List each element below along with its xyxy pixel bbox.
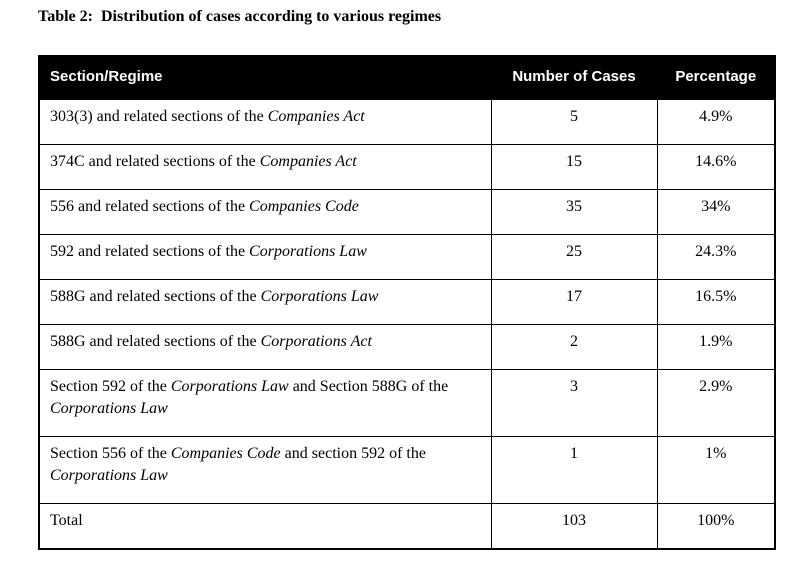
section-regime-cell: 303(3) and related sections of the Compa… [38,99,492,145]
number-of-cases-cell: 25 [490,234,658,280]
section-text: 556 and related sections of the [50,198,250,215]
section-regime-cell: Section 556 of the Companies Code and se… [38,436,492,504]
number-of-cases-cell: 103 [490,503,658,550]
number-of-cases-cell: 3 [490,369,658,437]
number-of-cases-cell: 17 [490,279,658,325]
section-text: 588G and related sections of the [50,288,261,305]
percentage-cell: 1.9% [656,324,776,370]
statute-name-italic: Corporations Law [50,400,168,417]
percentage-cell: 1% [656,436,776,504]
section-regime-cell: 588G and related sections of the Corpora… [38,324,492,370]
table-row: 303(3) and related sections of the Compa… [38,99,776,145]
statute-name-italic: Companies Act [259,153,357,170]
section-text: 303(3) and related sections of the [50,108,268,125]
statute-name-italic: Corporations Law [249,243,367,260]
number-of-cases-cell: 15 [490,144,658,190]
section-text: and Section 588G of the [288,378,449,395]
statute-name-italic: Companies Act [267,108,365,125]
percentage-cell: 100% [656,503,776,550]
statute-name-italic: Companies Code [249,198,359,215]
table-row: Section 592 of the Corporations Law and … [38,369,776,437]
table-body: 303(3) and related sections of the Compa… [38,99,776,550]
statute-name-italic: Corporations Act [260,333,372,350]
number-of-cases-cell: 2 [490,324,658,370]
table-row: Section 556 of the Companies Code and se… [38,436,776,504]
section-text: 588G and related sections of the [50,333,261,350]
column-header-section-regime: Section/Regime [38,55,492,100]
section-text: 592 and related sections of the [50,243,250,260]
section-text: 374C and related sections of the [50,153,260,170]
section-text: Section 592 of the [50,378,171,395]
table-row: Total 103 100% [38,503,776,550]
table-row: 374C and related sections of the Compani… [38,144,776,190]
number-of-cases-cell: 5 [490,99,658,145]
number-of-cases-cell: 1 [490,436,658,504]
cases-distribution-table: Section/Regime Number of Cases Percentag… [38,55,776,550]
statute-name-italic: Corporations Law [50,467,168,484]
percentage-cell: 14.6% [656,144,776,190]
table-row: 588G and related sections of the Corpora… [38,279,776,325]
table-header-row: Section/Regime Number of Cases Percentag… [38,55,776,100]
section-text: and section 592 of the [280,445,426,462]
table-row: 588G and related sections of the Corpora… [38,324,776,370]
table-row: 556 and related sections of the Companie… [38,189,776,235]
percentage-cell: 2.9% [656,369,776,437]
column-header-number-of-cases: Number of Cases [490,55,658,100]
number-of-cases-cell: 35 [490,189,658,235]
section-regime-cell: 588G and related sections of the Corpora… [38,279,492,325]
section-regime-cell: 374C and related sections of the Compani… [38,144,492,190]
percentage-cell: 34% [656,189,776,235]
section-text: Section 556 of the [50,445,171,462]
percentage-cell: 24.3% [656,234,776,280]
statute-name-italic: Companies Code [170,445,281,462]
percentage-cell: 4.9% [656,99,776,145]
statute-name-italic: Corporations Law [260,288,379,305]
statute-name-italic: Corporations Law [170,378,289,395]
table-row: 592 and related sections of the Corporat… [38,234,776,280]
section-regime-cell: 592 and related sections of the Corporat… [38,234,492,280]
percentage-cell: 16.5% [656,279,776,325]
section-text: Total [50,512,83,529]
column-header-percentage: Percentage [656,55,776,100]
section-regime-cell: Total [38,503,492,550]
table-caption: Table 2: Distribution of cases according… [38,8,442,25]
section-regime-cell: Section 592 of the Corporations Law and … [38,369,492,437]
section-regime-cell: 556 and related sections of the Companie… [38,189,492,235]
